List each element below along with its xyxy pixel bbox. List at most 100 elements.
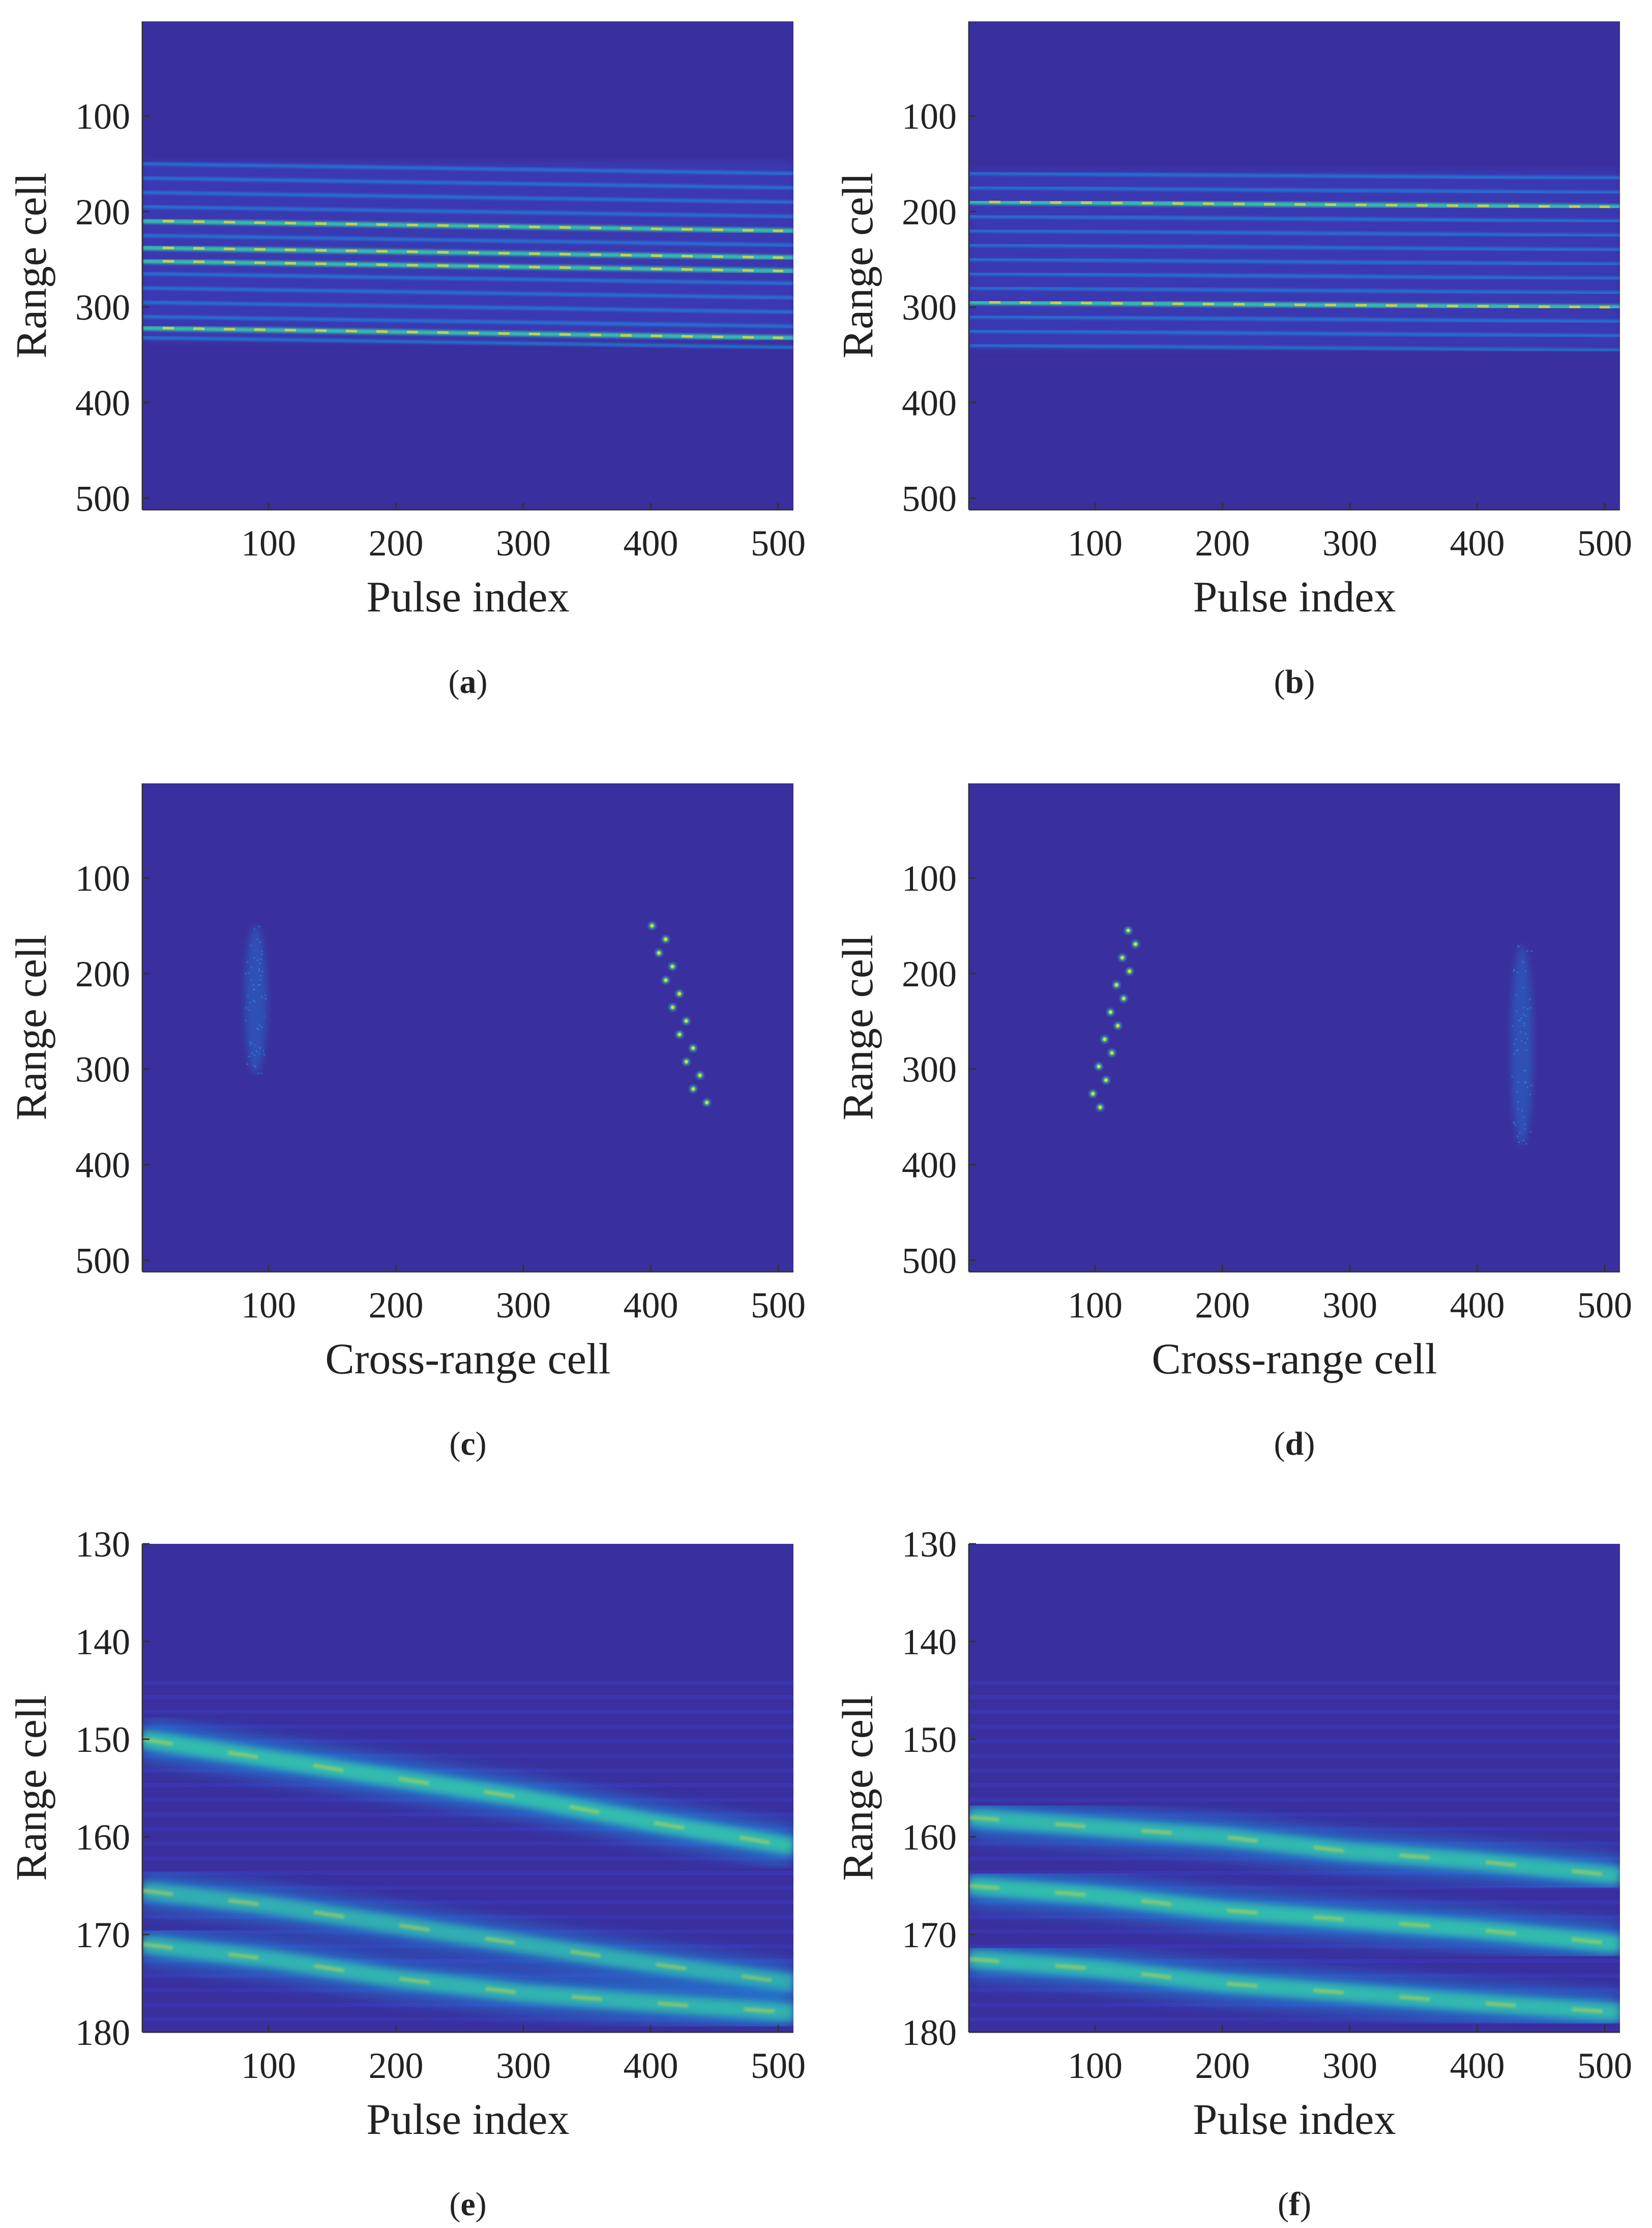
- stripe-f-5: [969, 1753, 1620, 1758]
- faint-speckle-c: [261, 995, 263, 998]
- scatterer-peak-c-2: [657, 951, 661, 955]
- faint-speckle-d: [1530, 950, 1532, 952]
- faint-speckle-d: [1524, 1033, 1526, 1035]
- faint-speckle-c: [263, 1015, 265, 1017]
- y-tick-label-c: 400: [75, 1145, 130, 1186]
- faint-speckle-c: [256, 1027, 258, 1030]
- scatterer-peak-d-0: [1126, 928, 1130, 932]
- x-tick-label-f: 500: [1577, 2045, 1632, 2086]
- x-tick-label-b: 100: [1068, 523, 1123, 564]
- stripe-f-13: [969, 1871, 1620, 1875]
- stripe-f-14: [969, 1886, 1620, 1890]
- scatterer-peak-d-11: [1104, 1078, 1108, 1082]
- x-tick-label-d: 300: [1322, 1285, 1377, 1326]
- faint-speckle-d: [1523, 1024, 1525, 1027]
- band-peaks-b-9: [989, 301, 1610, 309]
- band-b-12: [969, 343, 1620, 352]
- faint-target-d: [1511, 945, 1533, 1146]
- y-axis-label-e: Range cell: [7, 1695, 55, 1881]
- band-a-10: [142, 301, 793, 314]
- band-peaks-a-7: [162, 260, 784, 273]
- faint-speckle-c: [246, 960, 249, 963]
- x-tick-label-a: 400: [623, 523, 678, 564]
- y-tick-label-b: 200: [902, 192, 957, 232]
- x-tick-label-e: 400: [623, 2045, 678, 2086]
- stripe-f-23: [969, 2017, 1620, 2022]
- heatmap-marks-b: [969, 170, 1620, 352]
- y-tick-label-a: 500: [75, 478, 130, 519]
- faint-speckle-d: [1528, 998, 1531, 1000]
- faint-speckle-d: [1522, 1139, 1525, 1141]
- band-peaks-f-1: [969, 1884, 1620, 1947]
- panel-c: 100 200 300 400 500 100 200 300 400 500 Cross-rang…: [7, 783, 806, 1462]
- band-peaks-a-12: [162, 327, 784, 339]
- scatterer-peak-d-6: [1108, 1010, 1112, 1014]
- faint-speckle-c: [249, 1041, 251, 1044]
- scatterer-peak-d-13: [1098, 1105, 1102, 1109]
- faint-speckle-d: [1526, 1037, 1529, 1040]
- scatterer-peak-d-2: [1120, 956, 1125, 960]
- y-tick-label-f: 170: [902, 1915, 957, 1955]
- y-tick-label-a: 300: [75, 287, 130, 328]
- stripe-e-14: [142, 1886, 793, 1890]
- band-b-11: [969, 329, 1620, 338]
- scatterer-peak-c-7: [684, 1019, 688, 1023]
- faint-speckle-d: [1527, 1008, 1529, 1010]
- y-tick-label-e: 160: [75, 1817, 130, 1858]
- stripe-f-19: [969, 1959, 1620, 1963]
- band-peaks-b-2: [989, 200, 1610, 209]
- faint-speckle-c: [252, 984, 255, 986]
- y-tick-label-a: 100: [75, 96, 130, 137]
- y-tick-label-f: 160: [902, 1817, 957, 1858]
- panel-caption-d: (d): [1274, 1425, 1315, 1462]
- faint-speckle-c: [258, 984, 260, 986]
- stripe-e-13: [142, 1871, 793, 1875]
- scatterer-peak-d-5: [1122, 996, 1126, 1001]
- stripe-e-5: [142, 1753, 793, 1758]
- faint-speckle-d: [1518, 945, 1520, 948]
- faint-speckle-d: [1517, 1081, 1519, 1083]
- band-peaks-f-0: [969, 1815, 1620, 1878]
- faint-speckle-c: [245, 1019, 247, 1022]
- panel-f: 100 200 300 400 500 130 140 150 160 170 180 Pulse i…: [833, 1524, 1632, 2223]
- stripe-e-23: [142, 2017, 793, 2022]
- faint-speckle-c: [255, 1050, 258, 1052]
- y-tick-label-a: 200: [75, 192, 130, 232]
- band-a-9: [142, 286, 793, 300]
- band-a-2: [142, 191, 793, 204]
- x-axis-label-e: Pulse index: [367, 2095, 570, 2144]
- faint-speckle-c: [253, 957, 255, 959]
- band-a-13: [142, 336, 793, 349]
- y-tick-label-e: 180: [75, 2012, 130, 2053]
- band-b-8: [969, 286, 1620, 295]
- scatterer-peak-d-4: [1114, 983, 1118, 987]
- x-tick-label-c: 500: [751, 1285, 806, 1326]
- faint-speckle-c: [253, 928, 255, 930]
- y-tick-label-f: 140: [902, 1622, 957, 1662]
- faint-speckle-d: [1519, 1019, 1521, 1022]
- faint-speckle-c: [250, 966, 253, 969]
- faint-speckle-d: [1519, 1031, 1522, 1033]
- heatmap-marks-f: [969, 1680, 1620, 2031]
- panel-d: 100 200 300 400 500 100 200 300 400 500 Cross-rang…: [833, 783, 1632, 1462]
- x-tick-label-a: 200: [368, 523, 423, 564]
- faint-speckle-c: [261, 1026, 263, 1029]
- scatterer-peak-c-4: [664, 978, 668, 982]
- faint-speckle-c: [257, 1072, 260, 1074]
- faint-speckle-c: [259, 941, 261, 944]
- faint-speckle-c: [261, 950, 263, 953]
- band-b-7: [969, 272, 1620, 280]
- faint-speckle-d: [1513, 1122, 1515, 1124]
- stripe-f-1: [969, 1695, 1620, 1699]
- stripe-f-7: [969, 1783, 1620, 1787]
- x-tick-label-f: 300: [1322, 2045, 1377, 2086]
- stripe-e-1: [142, 1695, 793, 1699]
- faint-speckle-c: [260, 953, 263, 955]
- band-a-8: [142, 272, 793, 285]
- faint-speckle-d: [1524, 970, 1527, 972]
- faint-speckle-d: [1516, 1010, 1518, 1012]
- stripe-e-16: [142, 1915, 793, 1919]
- faint-speckle-c: [259, 979, 261, 981]
- x-tick-label-b: 300: [1322, 523, 1377, 564]
- faint-speckle-c: [258, 1024, 260, 1027]
